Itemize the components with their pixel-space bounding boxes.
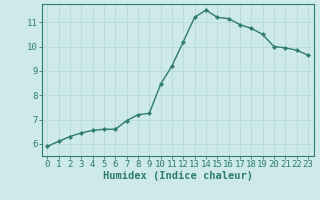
- X-axis label: Humidex (Indice chaleur): Humidex (Indice chaleur): [103, 171, 252, 181]
